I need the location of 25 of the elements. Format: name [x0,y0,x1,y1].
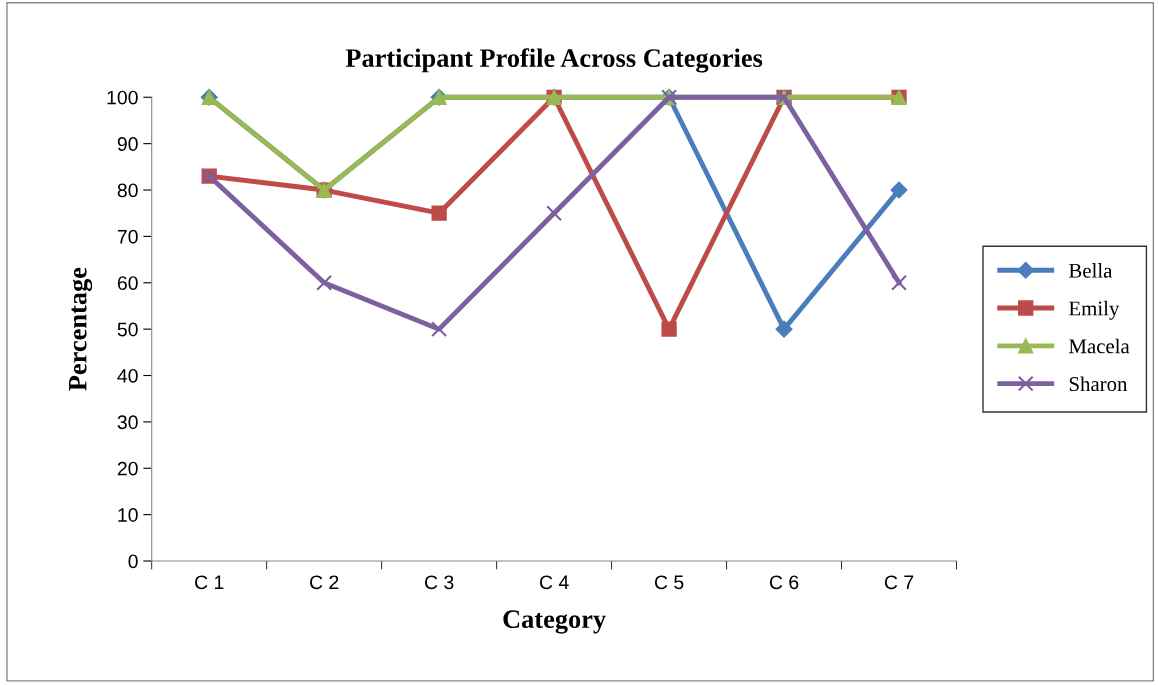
y-tick-label: 80 [117,183,138,198]
chart-title: Participant Profile Across Categories [345,48,763,73]
x-tick-label: C 2 [310,575,339,590]
x-tick-label: C 7 [884,575,914,590]
x-tick-label: C 5 [654,575,684,590]
y-tick-label: 0 [128,554,138,569]
y-tick-label: 40 [117,368,138,383]
legend-label: Sharon [1069,376,1128,392]
y-axis-title: Percentage [69,267,93,391]
x-axis-title: Category [503,610,606,634]
y-tick-label: 10 [118,508,138,522]
y-tick-label: 100 [107,90,138,105]
y-tick-label: 60 [117,276,138,290]
y-tick-label: 50 [117,322,138,337]
legend-label: Emily [1069,300,1120,320]
y-tick-label: 20 [117,461,138,476]
x-tick-label: C 4 [539,575,569,590]
y-tick-label: 70 [117,229,138,244]
x-tick-label: C 3 [424,575,454,590]
x-tick-label: C 6 [769,575,799,590]
y-tick-label: 30 [117,415,138,430]
x-tick-label: C 1 [195,575,224,590]
legend-label: Bella [1069,263,1113,278]
y-tick-label: 90 [117,137,138,151]
legend-label: Macela [1069,338,1130,354]
